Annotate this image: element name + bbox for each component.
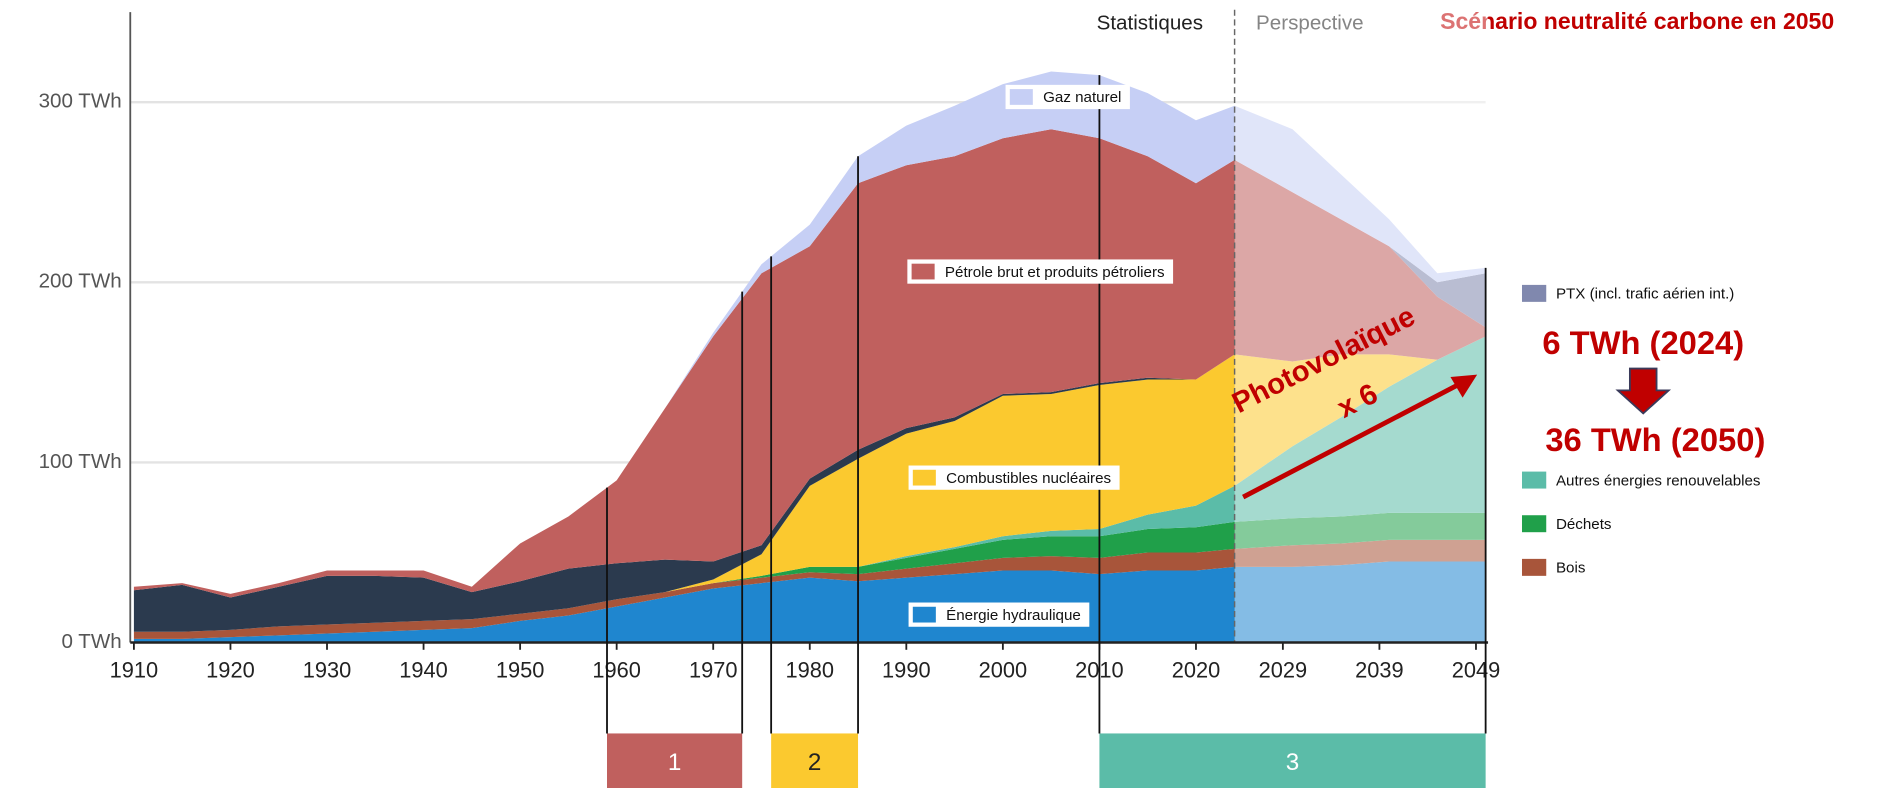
legend-item: PTX (incl. trafic aérien int.) xyxy=(1521,284,1734,303)
x-tick-label: 1990 xyxy=(882,657,931,682)
area xyxy=(133,561,1486,643)
area xyxy=(133,512,1486,632)
legend-item: Énergie hydraulique xyxy=(908,602,1090,627)
legend-label: Combustibles nucléaires xyxy=(946,470,1111,487)
x-tick-label: 1970 xyxy=(689,657,738,682)
legend-item: Combustibles nucléaires xyxy=(908,465,1120,490)
legend-bg xyxy=(907,259,1174,284)
legend-bg xyxy=(908,465,1120,490)
legend-swatch xyxy=(911,605,938,624)
x-tick-label: 1930 xyxy=(303,657,352,682)
x-tick-label: 1960 xyxy=(592,657,641,682)
area xyxy=(133,336,1486,632)
header-right: Perspective xyxy=(1256,12,1364,35)
legend-label: Gaz naturel xyxy=(1043,89,1121,106)
period-box xyxy=(607,733,743,788)
legend-bg xyxy=(908,602,1090,627)
legend-swatch xyxy=(911,468,938,487)
legend-item: Déchets xyxy=(1521,515,1612,533)
x-tick-label: 1940 xyxy=(399,657,448,682)
y-tick-label: 100 TWh xyxy=(39,450,122,473)
legend-swatch xyxy=(1521,284,1547,302)
x-tick-label: 2000 xyxy=(979,657,1028,682)
period-box xyxy=(771,733,859,788)
area xyxy=(133,336,1486,632)
legend-label: Énergie hydraulique xyxy=(946,607,1081,624)
down-arrow xyxy=(1615,367,1672,415)
x-tick-label: 2020 xyxy=(1172,657,1221,682)
chart-title: Scénario neutralité carbone en 2050 xyxy=(1440,8,1834,34)
period-label: 3 xyxy=(1286,749,1299,776)
x-tick-label: 2039 xyxy=(1355,657,1404,682)
legend-item: Bois xyxy=(1521,558,1586,577)
legend-label: Déchets xyxy=(1556,516,1612,533)
projection-shade xyxy=(1234,12,1489,643)
legend-item: Pétrole brut et produits pétroliers xyxy=(907,259,1174,284)
legend-label: PTX (incl. trafic aérien int.) xyxy=(1556,286,1734,303)
legend-swatch xyxy=(1521,558,1547,576)
area xyxy=(133,539,1486,639)
header-left: Statistiques xyxy=(1097,12,1203,35)
x-tick-label: 1910 xyxy=(110,657,159,682)
y-tick-label: 200 TWh xyxy=(39,270,122,293)
x-tick-label: 1920 xyxy=(206,657,255,682)
legend-item: Gaz naturel xyxy=(1005,84,1130,110)
period-box xyxy=(1099,733,1486,788)
legend-swatch xyxy=(1521,515,1547,533)
pv-2050: 36 TWh (2050) xyxy=(1545,421,1765,458)
period-label: 2 xyxy=(808,749,821,776)
legend-label: Pétrole brut et produits pétroliers xyxy=(945,264,1165,281)
legend-label: Bois xyxy=(1556,560,1586,577)
pv-arrow-head xyxy=(1450,374,1478,398)
x-tick-label: 1950 xyxy=(496,657,545,682)
period-label: 1 xyxy=(668,749,681,776)
area xyxy=(133,129,1486,598)
pv-arrow xyxy=(1242,380,1463,500)
pv-2024: 6 TWh (2024) xyxy=(1542,324,1744,361)
x-tick-label: 2029 xyxy=(1259,657,1308,682)
legend-swatch xyxy=(1008,87,1035,107)
legend-item: Autres énergies renouvelables xyxy=(1521,471,1761,489)
legend-swatch xyxy=(910,262,936,281)
legend-label: Autres énergies renouvelables xyxy=(1556,472,1761,489)
x-tick-label: 2049 xyxy=(1452,657,1501,682)
legend-swatch xyxy=(1521,471,1547,489)
y-tick-label: 0 TWh xyxy=(62,630,122,653)
y-tick-label: 300 TWh xyxy=(39,90,122,113)
x-tick-label: 1980 xyxy=(786,657,835,682)
